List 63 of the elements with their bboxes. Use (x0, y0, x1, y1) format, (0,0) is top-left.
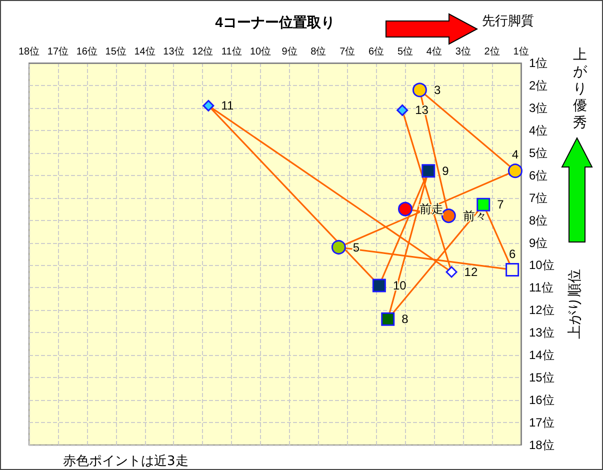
x-tick-label: 12位 (192, 46, 214, 58)
x-tick-label: 2位 (484, 46, 500, 58)
y-tick-label: 18位 (529, 438, 554, 452)
x-tick-label: 18位 (18, 46, 40, 58)
x-tick-label: 6位 (368, 46, 384, 58)
x-tick-label: 15位 (105, 46, 126, 58)
point (446, 266, 458, 278)
series-label: 9 (442, 164, 450, 178)
point (331, 240, 346, 255)
text: 上がり優秀 (572, 47, 588, 132)
series-label: 8 (402, 312, 409, 326)
text: 赤色ポイントは近3走 (63, 453, 188, 470)
y-axis-title: 上がり順位 (566, 269, 582, 339)
y-tick-label: 4位 (529, 123, 548, 138)
x-tick-label: 8位 (310, 46, 326, 58)
point (506, 262, 520, 276)
y-tick-label: 15位 (529, 370, 554, 385)
point (412, 82, 427, 98)
x-tick-label: 5位 (397, 46, 414, 58)
point (372, 278, 386, 292)
series-label: 3 (434, 82, 441, 97)
y-tick-label: 6位 (529, 168, 548, 182)
x-tick-label: 9位 (282, 46, 298, 58)
y-tick-label: 10位 (529, 258, 554, 272)
y-tick-label: 7位 (529, 190, 548, 205)
y-tick-label: 12位 (529, 303, 554, 318)
series-label: 12 (464, 264, 478, 279)
point (508, 164, 522, 178)
y-tick-label: 8位 (529, 213, 548, 228)
x-tick-label: 14位 (134, 46, 156, 58)
point (381, 312, 395, 326)
y-tick-label: 3位 (529, 100, 548, 115)
x-tick-label: 1位 (513, 46, 529, 58)
point (202, 100, 214, 112)
y-tick-label: 1位 (529, 56, 548, 70)
x-tick-label: 10位 (250, 46, 272, 58)
point (422, 164, 436, 178)
y-tick-label: 2位 (529, 78, 548, 92)
point (398, 202, 412, 216)
x-tick-label: 7位 (340, 46, 356, 58)
y-tick-label: 11位 (529, 280, 554, 295)
point (396, 104, 408, 116)
x-tick-label: 13位 (163, 46, 184, 58)
x-tick-label: 4位 (426, 46, 442, 58)
y-tick-label: 13位 (529, 326, 554, 340)
series-label: 7 (497, 198, 504, 212)
y-tick-label: 5位 (529, 146, 548, 160)
series-label: 4 (512, 148, 519, 162)
x-axis-title: 4コーナー位置取り (215, 14, 335, 30)
x-tick-label: 3位 (455, 46, 471, 58)
x-tick-label: 16位 (76, 46, 98, 58)
series-label: 11 (221, 98, 234, 113)
point (476, 198, 490, 212)
point (441, 208, 456, 224)
text: 先行脚質 (482, 13, 534, 30)
x-tick-label: 17位 (47, 46, 69, 58)
x-tick-label: 11位 (221, 46, 242, 58)
y-tick-label: 16位 (529, 393, 554, 408)
y-tick-label: 9位 (529, 236, 548, 250)
y-tick-label: 14位 (529, 348, 554, 362)
series-label: 前々 (462, 208, 487, 223)
series-label: 6 (508, 246, 516, 261)
y-tick-label: 17位 (529, 416, 554, 430)
